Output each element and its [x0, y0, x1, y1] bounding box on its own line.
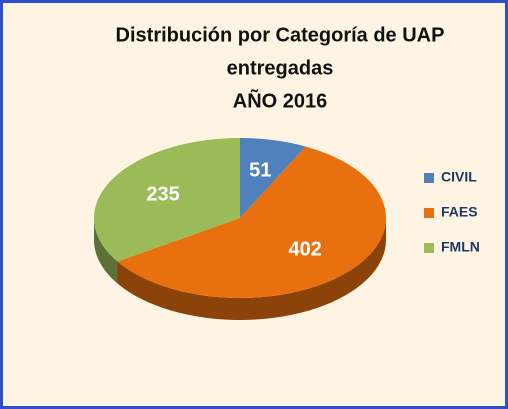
slice [117, 146, 386, 298]
legend-swatch [424, 173, 434, 183]
data-label: 402 [289, 238, 322, 260]
legend-label: CIVIL [441, 169, 477, 185]
chart-title: entregadas [227, 57, 334, 79]
legend-label: FAES [441, 204, 478, 220]
data-label: 235 [146, 183, 179, 205]
legend-swatch [424, 243, 434, 253]
legend-swatch [424, 208, 434, 218]
legend-label: FMLN [441, 239, 480, 255]
slice [94, 138, 241, 262]
slice-side [94, 218, 118, 284]
slice-side [117, 218, 386, 320]
slice [240, 138, 306, 218]
data-label: 51 [249, 160, 271, 182]
chart-title: Distribución por Categoría de UAP [116, 24, 445, 46]
chart-title: AÑO 2016 [233, 89, 328, 112]
